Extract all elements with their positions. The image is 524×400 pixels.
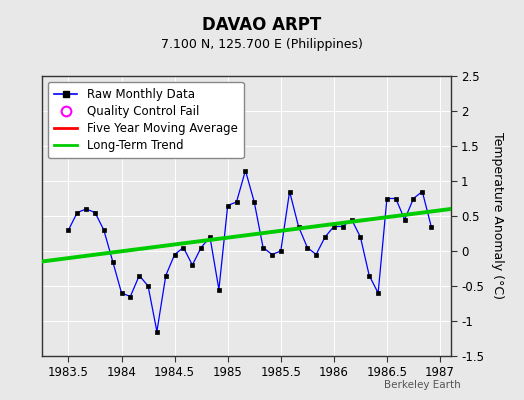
Text: DAVAO ARPT: DAVAO ARPT [202,16,322,34]
Y-axis label: Temperature Anomaly (°C): Temperature Anomaly (°C) [490,132,504,300]
Legend: Raw Monthly Data, Quality Control Fail, Five Year Moving Average, Long-Term Tren: Raw Monthly Data, Quality Control Fail, … [48,82,244,158]
Text: 7.100 N, 125.700 E (Philippines): 7.100 N, 125.700 E (Philippines) [161,38,363,51]
Text: Berkeley Earth: Berkeley Earth [385,380,461,390]
